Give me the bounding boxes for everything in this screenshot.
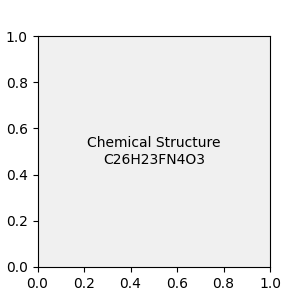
Text: Chemical Structure
C26H23FN4O3: Chemical Structure C26H23FN4O3	[87, 136, 220, 166]
